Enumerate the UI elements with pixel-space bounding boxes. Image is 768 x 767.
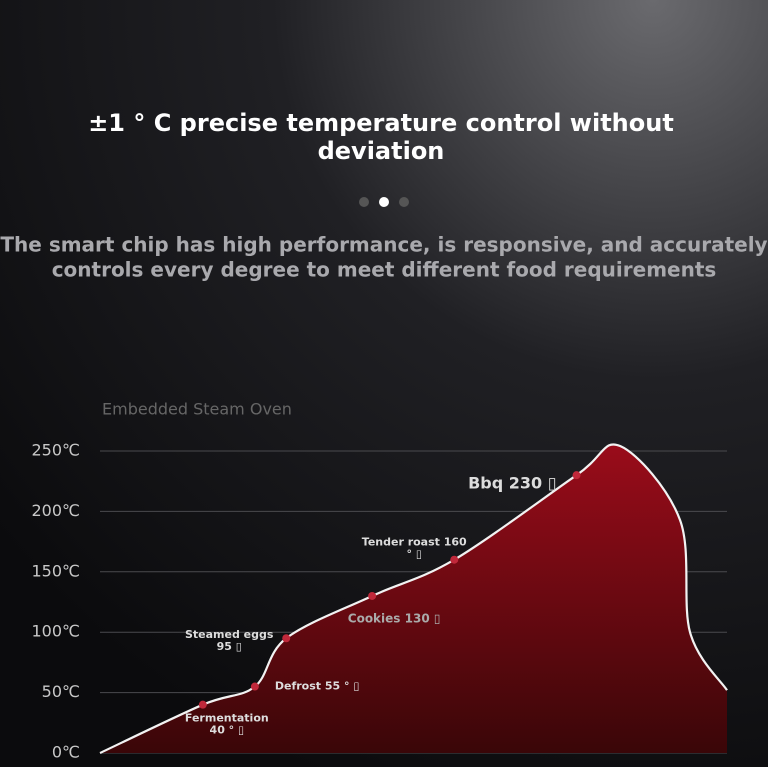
data-label: Cookies 130 ▯ — [348, 611, 441, 625]
y-tick-label: 50℃ — [42, 682, 80, 701]
data-label: 40 ° ▯ — [210, 724, 245, 737]
data-label: Defrost 55 ° ▯ — [275, 680, 360, 693]
data-point — [198, 700, 207, 709]
subtitle: controls every degree to meet different … — [52, 258, 717, 282]
page-dot[interactable] — [399, 197, 409, 207]
data-label: 95 ▯ — [217, 640, 242, 653]
y-tick-label: 150℃ — [31, 561, 80, 580]
data-point — [450, 555, 459, 564]
data-label: Tender roast 160 — [362, 536, 467, 549]
data-label: Fermentation — [185, 712, 269, 725]
page-dot[interactable] — [359, 197, 369, 207]
y-tick-label: 0℃ — [52, 743, 80, 762]
line — [99, 443, 728, 754]
title: ±1 ° C precise temperature control witho… — [88, 109, 674, 137]
data-label: Steamed eggs — [185, 628, 274, 641]
data-point — [368, 591, 377, 600]
data-point — [282, 634, 291, 643]
data-point — [250, 682, 259, 691]
title: deviation — [318, 137, 445, 165]
chart-title: Embedded Steam Oven — [102, 400, 292, 419]
data-label: Bbq 230 ▯ — [468, 474, 556, 493]
subtitle: The smart chip has high performance, is … — [0, 233, 767, 257]
y-tick-label: 200℃ — [31, 501, 80, 520]
data-label: ° ▯ — [407, 548, 422, 561]
area — [100, 444, 727, 753]
page-dot[interactable] — [379, 197, 389, 207]
y-tick-label: 100℃ — [31, 622, 80, 641]
data-point — [572, 471, 581, 480]
y-tick-label: 250℃ — [31, 441, 80, 460]
